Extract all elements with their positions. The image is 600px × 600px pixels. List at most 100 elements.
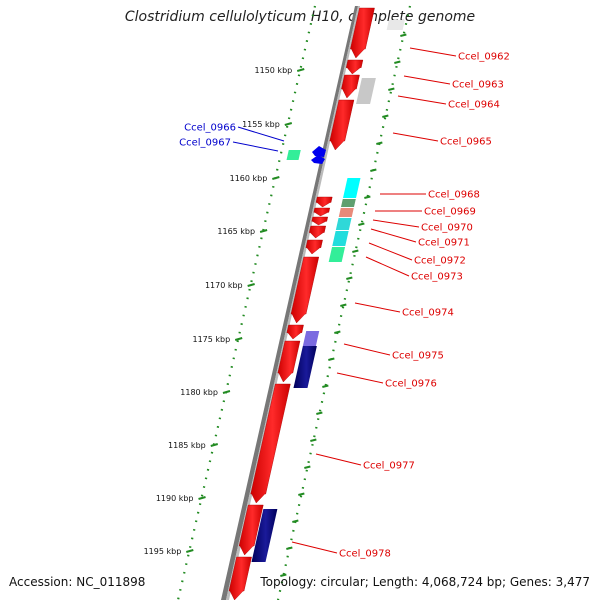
right-track-tick bbox=[352, 249, 359, 253]
right-track-tick bbox=[334, 330, 341, 334]
feature-box-ccel-0976 bbox=[293, 346, 317, 388]
gene-label-ccel-0971: Ccel_0971 bbox=[418, 238, 470, 249]
right-track-tick bbox=[382, 114, 389, 118]
gene-labels: Ccel_0962 Ccel_0963 Ccel_0964 Ccel_0965 Ccel… bbox=[179, 47, 510, 560]
kbp-tick bbox=[198, 496, 206, 500]
right-track-tick bbox=[358, 222, 365, 226]
gene-label-ccel-0965: Ccel_0965 bbox=[440, 137, 492, 148]
gene-label-ccel-0968: Ccel_0968 bbox=[428, 190, 480, 201]
forward-gene-arrow bbox=[305, 239, 323, 255]
right-track-tick bbox=[304, 465, 311, 469]
label-leader-line bbox=[397, 95, 447, 105]
kbp-tick bbox=[259, 229, 268, 233]
forward-gene-arrow bbox=[286, 324, 304, 340]
label-leader-line bbox=[232, 141, 279, 152]
reverse-gene-ccel-0967 bbox=[312, 146, 326, 157]
kbp-tick bbox=[222, 390, 231, 394]
label-leader-line bbox=[343, 343, 391, 356]
label-leader-line bbox=[372, 219, 420, 228]
kbp-tick bbox=[284, 122, 293, 126]
gene-label-ccel-0976: Ccel_0976 bbox=[385, 379, 437, 390]
tick-tracks bbox=[176, 5, 412, 600]
right-track-tick bbox=[388, 87, 395, 91]
gene-features bbox=[228, 7, 405, 600]
kbp-tick-label: 1160 kbp bbox=[230, 174, 268, 183]
forward-gene-arrow bbox=[309, 225, 326, 239]
right-track-tick bbox=[364, 195, 371, 199]
kbp-tick-label: 1150 kbp bbox=[255, 66, 293, 75]
genome-backbone bbox=[221, 6, 360, 600]
gene-label-ccel-0967: Ccel_0967 bbox=[179, 138, 231, 149]
label-leader-line bbox=[370, 228, 417, 243]
kbp-tick bbox=[210, 443, 219, 447]
feature-box-ccel-0969 bbox=[340, 199, 356, 207]
map-title: Clostridium cellulolyticum H10, complete… bbox=[124, 9, 476, 25]
right-track-tick bbox=[400, 33, 407, 37]
right-track-tick bbox=[286, 546, 293, 550]
label-leader-line bbox=[409, 47, 457, 57]
label-leader-line bbox=[336, 372, 384, 384]
right-track-tick bbox=[292, 519, 299, 523]
forward-gene-arrow bbox=[290, 256, 320, 324]
right-track-tick bbox=[322, 384, 329, 388]
forward-gene-arrow bbox=[315, 196, 333, 208]
label-leader-line bbox=[291, 541, 338, 554]
label-leader-line bbox=[403, 75, 451, 85]
feature-box-ccel-0966 bbox=[286, 150, 301, 160]
forward-gene-arrow bbox=[341, 74, 360, 99]
gene-label-ccel-0966: Ccel_0966 bbox=[184, 123, 236, 134]
gene-label-ccel-0972: Ccel_0972 bbox=[414, 256, 466, 267]
feature-box-ccel-0973 bbox=[328, 247, 346, 262]
right-track-tick bbox=[280, 573, 287, 577]
kbp-tick-label: 1170 kbp bbox=[205, 281, 243, 290]
gene-label-ccel-0970: Ccel_0970 bbox=[421, 223, 473, 234]
right-track-tick bbox=[340, 303, 347, 307]
label-leader-line bbox=[365, 256, 410, 277]
feature-box-ccel-0978 bbox=[251, 509, 278, 562]
forward-gene-arrow bbox=[345, 59, 364, 75]
gene-label-ccel-0977: Ccel_0977 bbox=[363, 461, 415, 472]
kbp-tick-label: 1155 kbp bbox=[242, 120, 280, 129]
gene-label-ccel-0962: Ccel_0962 bbox=[458, 52, 510, 63]
label-leader-line bbox=[392, 132, 439, 142]
feature-box-ccel-0971 bbox=[335, 218, 352, 230]
kbp-tick-label: 1175 kbp bbox=[192, 335, 230, 344]
kbp-tick bbox=[296, 68, 305, 72]
label-leader-line bbox=[354, 302, 401, 313]
right-track-tick bbox=[370, 168, 377, 172]
feature-box-ccel-0964 bbox=[356, 78, 376, 104]
kbp-tick bbox=[186, 549, 194, 553]
feature-box-ccel-0970 bbox=[338, 208, 354, 217]
forward-gene-arrow bbox=[329, 99, 355, 151]
right-track-tick bbox=[346, 276, 353, 280]
gene-label-ccel-0963: Ccel_0963 bbox=[452, 80, 504, 91]
kbp-tick-label: 1190 kbp bbox=[156, 494, 194, 503]
gene-label-ccel-0973: Ccel_0973 bbox=[411, 272, 463, 283]
gene-label-ccel-0975: Ccel_0975 bbox=[392, 351, 444, 362]
feature-box-ccel-0972 bbox=[332, 231, 349, 246]
forward-gene-arrow bbox=[238, 504, 264, 556]
accession-text: Accession: NC_011898 bbox=[9, 575, 146, 589]
feature-box-ccel-0968 bbox=[343, 178, 361, 198]
gene-label-ccel-0964: Ccel_0964 bbox=[448, 100, 500, 111]
kbp-tick-label: 1165 kbp bbox=[217, 227, 255, 236]
forward-gene-arrow bbox=[313, 207, 331, 217]
right-track-tick bbox=[394, 60, 401, 64]
label-leader-line bbox=[315, 453, 362, 466]
kbp-axis: 1150 kbp 1155 kbp 1160 kbp 1165 kbp 1170 kbp… bbox=[144, 66, 305, 556]
forward-gene-arrow bbox=[250, 383, 291, 504]
forward-gene-arrow bbox=[277, 340, 301, 383]
kbp-tick bbox=[234, 337, 243, 341]
kbp-tick bbox=[272, 176, 280, 180]
kbp-tick-label: 1180 kbp bbox=[180, 388, 218, 397]
label-leader-line bbox=[237, 126, 285, 142]
forward-gene-arrow bbox=[350, 7, 375, 59]
forward-gene-arrow bbox=[311, 216, 329, 226]
kbp-tick bbox=[247, 283, 255, 287]
right-track-tick bbox=[316, 411, 323, 415]
gene-label-ccel-0969: Ccel_0969 bbox=[424, 207, 476, 218]
feature-box-ccel-0975 bbox=[302, 331, 320, 346]
kbp-tick-label: 1185 kbp bbox=[168, 441, 206, 450]
